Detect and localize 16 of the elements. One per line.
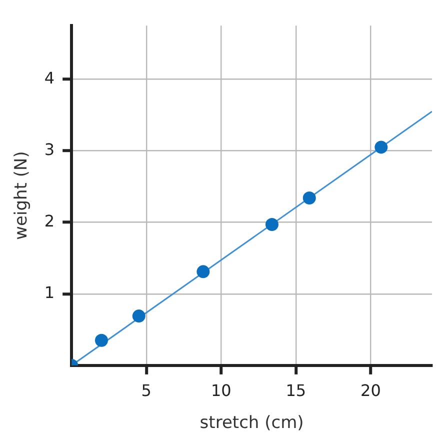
x-tick-label: 10 xyxy=(210,381,232,400)
point xyxy=(94,334,108,347)
y-axis-title: weight (N) xyxy=(12,151,32,240)
point xyxy=(302,192,316,205)
y-tick-label: 1 xyxy=(44,283,55,302)
point xyxy=(196,265,210,278)
x-tick-label: 20 xyxy=(360,381,381,400)
y-tick-label: 3 xyxy=(44,140,55,159)
x-tick-label: 15 xyxy=(286,381,306,400)
y-tick-label: 4 xyxy=(44,68,55,88)
point xyxy=(265,218,278,231)
x-axis-title: stretch (cm) xyxy=(200,413,304,434)
point xyxy=(374,140,388,154)
point xyxy=(132,310,146,323)
x-tick-label: 5 xyxy=(141,381,152,400)
y-tick-label: 2 xyxy=(44,211,55,230)
